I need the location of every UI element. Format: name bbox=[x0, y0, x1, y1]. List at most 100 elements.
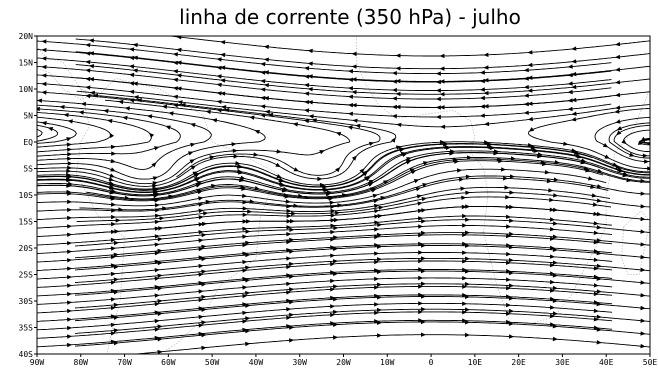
streamline-arrow bbox=[242, 234, 248, 239]
streamline-arrow bbox=[347, 103, 353, 108]
streamline-arrow bbox=[615, 119, 621, 124]
streamline-arrow bbox=[111, 214, 117, 220]
streamline-arrow bbox=[88, 51, 94, 56]
streamline-arrow bbox=[246, 219, 251, 224]
streamline-arrow bbox=[276, 149, 282, 154]
streamline-arrow bbox=[154, 259, 160, 264]
streamline-arrow bbox=[615, 80, 621, 85]
streamline-arrow bbox=[330, 295, 336, 301]
streamline-arrow bbox=[154, 335, 160, 341]
streamline-arrow bbox=[462, 250, 468, 255]
streamline-arrow bbox=[286, 225, 292, 230]
streamline-arrow bbox=[435, 88, 441, 93]
streamline-arrow bbox=[509, 231, 515, 237]
streamline-arrow bbox=[201, 244, 207, 249]
streamline-arrow bbox=[67, 174, 73, 179]
streamline bbox=[37, 252, 613, 280]
streamline-arrow bbox=[286, 264, 292, 270]
streamline-arrow bbox=[286, 219, 292, 224]
streamline-arrow bbox=[235, 161, 241, 166]
streamline-arrow bbox=[267, 112, 274, 118]
streamline-arrow bbox=[440, 124, 446, 129]
streamline-arrow bbox=[289, 287, 295, 292]
streamline-arrow bbox=[489, 145, 495, 151]
streamline-arrow bbox=[211, 183, 217, 189]
streamline-arrow bbox=[231, 142, 237, 147]
streamline-arrow bbox=[157, 324, 163, 329]
streamline-arrow bbox=[242, 276, 248, 282]
streamline-arrow bbox=[341, 193, 348, 198]
streamline-arrow bbox=[110, 167, 116, 172]
streamline-arrow bbox=[479, 87, 485, 92]
streamline-arrow bbox=[395, 53, 401, 58]
streamline-arrow bbox=[552, 273, 558, 278]
streamline-arrow bbox=[290, 219, 295, 224]
streamline-arrow bbox=[188, 151, 194, 156]
streamline-arrow bbox=[172, 69, 178, 74]
streamline-arrow bbox=[465, 332, 470, 338]
streamline-arrow bbox=[159, 216, 165, 221]
streamline bbox=[76, 191, 650, 223]
streamline-arrow bbox=[418, 224, 424, 229]
streamline-arrow bbox=[486, 141, 492, 147]
streamline-arrow bbox=[153, 197, 159, 202]
streamline-arrow bbox=[465, 269, 470, 274]
streamline-arrow bbox=[591, 193, 597, 198]
streamline-arrow bbox=[198, 280, 204, 286]
streamline-arrow bbox=[465, 243, 470, 248]
streamline-arrow bbox=[508, 334, 514, 339]
streamline-arrow bbox=[552, 324, 558, 329]
streamline-arrow bbox=[333, 335, 339, 340]
streamline-arrow bbox=[640, 293, 646, 298]
streamline-arrow bbox=[461, 195, 467, 200]
streamline-arrow bbox=[413, 179, 420, 184]
streamline-arrow bbox=[37, 98, 43, 103]
streamline-arrow bbox=[421, 281, 426, 286]
streamline-arrow bbox=[157, 273, 163, 278]
streamline bbox=[37, 128, 43, 138]
streamline bbox=[76, 90, 650, 128]
streamline-arrow bbox=[523, 101, 529, 107]
streamline-arrow bbox=[509, 174, 515, 179]
streamline-arrow bbox=[154, 293, 160, 298]
streamline-arrow bbox=[506, 319, 512, 325]
streamline bbox=[74, 257, 650, 283]
streamline-arrow bbox=[347, 77, 353, 82]
streamline-arrow bbox=[435, 105, 441, 110]
streamline-arrow bbox=[85, 93, 91, 99]
streamline-arrow bbox=[237, 163, 243, 169]
streamline-arrow bbox=[548, 188, 554, 193]
streamline-arrow bbox=[333, 297, 339, 302]
streamline-arrow bbox=[359, 168, 365, 174]
streamline-arrow bbox=[89, 26, 94, 30]
streamline-arrow bbox=[615, 54, 621, 60]
streamline-arrow bbox=[67, 300, 73, 305]
streamline-arrow bbox=[642, 153, 648, 158]
streamline-arrow bbox=[67, 156, 73, 161]
streamline-arrow bbox=[216, 108, 222, 113]
streamline-arrow bbox=[596, 301, 602, 307]
streamline-arrow bbox=[421, 332, 426, 337]
streamline-arrow bbox=[242, 319, 248, 324]
streamline-arrow bbox=[240, 175, 246, 180]
streamline-arrow bbox=[253, 152, 259, 157]
streamline-arrow bbox=[67, 258, 73, 263]
streamline-arrow bbox=[596, 314, 602, 319]
streamline-arrow bbox=[391, 114, 397, 119]
streamline-arrow bbox=[216, 99, 222, 104]
streamline bbox=[74, 270, 650, 296]
streamline-arrow bbox=[325, 191, 331, 197]
streamline-arrow bbox=[66, 183, 72, 188]
streamline bbox=[37, 285, 613, 314]
streamline-arrow bbox=[67, 325, 73, 331]
streamline-arrow bbox=[377, 257, 382, 262]
streamline-arrow bbox=[395, 104, 401, 110]
streamline-arrow bbox=[418, 267, 424, 272]
streamline-arrow bbox=[549, 313, 556, 319]
streamline-arrow bbox=[640, 343, 646, 349]
streamline-arrow bbox=[67, 232, 73, 237]
streamline-arrow bbox=[508, 321, 514, 326]
streamline-arrow bbox=[391, 79, 397, 84]
streamline-arrow bbox=[596, 238, 602, 243]
streamline-arrow bbox=[242, 219, 248, 224]
